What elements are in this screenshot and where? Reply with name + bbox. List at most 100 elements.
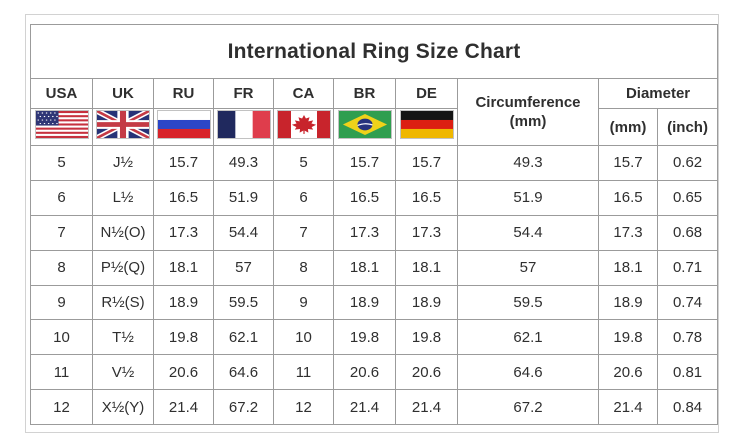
cell-fr: 59.5: [213, 284, 274, 321]
france-flag-icon: [216, 110, 271, 139]
cell-diameter-mm: 19.8: [598, 319, 658, 356]
cell-de: 16.5: [395, 179, 458, 216]
cell-ca: 8: [273, 249, 334, 286]
russia-flag-icon: [156, 110, 211, 139]
cell-fr: 64.6: [213, 354, 274, 391]
usa-flag-icon: [34, 110, 89, 139]
cell-uk: J½: [92, 145, 154, 181]
ca-column-header: CA: [273, 78, 334, 109]
cell-usa: 11: [30, 354, 93, 391]
cell-circumference-mm: 57: [457, 249, 599, 286]
cell-uk: P½(Q): [92, 249, 154, 286]
cell-ca: 10: [273, 319, 334, 356]
table-head: International Ring Size Chart USA UK RU FR C…: [29, 24, 719, 146]
cell-de: 19.8: [395, 319, 458, 356]
cell-diameter-inch: 0.81: [656, 354, 719, 391]
cell-diameter-inch: 0.84: [656, 389, 719, 425]
cell-de: 21.4: [395, 389, 458, 425]
cell-br: 19.8: [333, 319, 396, 356]
cell-diameter-mm: 15.7: [598, 145, 658, 181]
cell-ru: 16.5: [153, 179, 214, 216]
cell-br: 15.7: [333, 145, 396, 181]
brazil-flag-icon: [337, 110, 392, 139]
cell-ru: 17.3: [153, 214, 214, 251]
cell-uk: R½(S): [92, 284, 154, 321]
cell-diameter-inch: 0.68: [656, 214, 719, 251]
ru-column-header: RU: [153, 78, 214, 109]
de-column-header: DE: [395, 78, 458, 109]
uk-flag-icon: [96, 110, 150, 139]
cell-ru: 21.4: [153, 389, 214, 425]
ca-flag-cell: [273, 108, 334, 146]
cell-usa: 10: [30, 319, 93, 356]
cell-diameter-inch: 0.62: [656, 145, 719, 181]
cell-ru: 18.9: [153, 284, 214, 321]
cell-ca: 9: [273, 284, 334, 321]
chart-frame: International Ring Size Chart USA UK RU FR C…: [25, 14, 719, 433]
br-flag-cell: [333, 108, 396, 146]
uk-flag-cell: [92, 108, 154, 146]
cell-de: 20.6: [395, 354, 458, 391]
cell-usa: 7: [30, 214, 93, 251]
usa-column-header: USA: [30, 78, 93, 109]
cell-de: 15.7: [395, 145, 458, 181]
br-column-header: BR: [333, 78, 396, 109]
cell-usa: 12: [30, 389, 93, 425]
cell-fr: 49.3: [213, 145, 274, 181]
country-header-row: USA UK RU FR CA BR DE Circumference (mm) Diame…: [30, 78, 719, 146]
flag-row: (mm) (inch): [30, 108, 719, 146]
cell-circumference-mm: 64.6: [457, 354, 599, 391]
cell-br: 20.6: [333, 354, 396, 391]
title-row: International Ring Size Chart: [29, 24, 719, 79]
uk-column-header: UK: [92, 78, 154, 109]
cell-fr: 54.4: [213, 214, 274, 251]
cell-ru: 20.6: [153, 354, 214, 391]
usa-flag-cell: [30, 108, 93, 146]
cell-ru: 18.1: [153, 249, 214, 286]
cell-diameter-inch: 0.74: [656, 284, 719, 321]
cell-usa: 5: [30, 145, 93, 181]
cell-usa: 8: [30, 249, 93, 286]
cell-br: 18.9: [333, 284, 396, 321]
table-row: 9 R½(S) 18.9 59.5 9 18.9 18.9 59.5 18.9 0.74: [30, 284, 719, 321]
cell-uk: X½(Y): [92, 389, 154, 425]
canada-flag-icon: [276, 110, 331, 139]
cell-ca: 6: [273, 179, 334, 216]
chart-title: International Ring Size Chart: [29, 24, 719, 79]
cell-fr: 67.2: [213, 389, 274, 425]
cell-uk: T½: [92, 319, 154, 356]
cell-circumference-mm: 54.4: [457, 214, 599, 251]
table-row: 11 V½ 20.6 64.6 11 20.6 20.6 64.6 20.6 0.81: [30, 354, 719, 391]
circumference-label: Circumference: [475, 93, 581, 111]
circumference-unit: (mm): [509, 113, 547, 130]
cell-ru: 15.7: [153, 145, 214, 181]
ru-flag-cell: [153, 108, 214, 146]
diameter-inch-header: (inch): [656, 108, 719, 146]
cell-circumference-mm: 62.1: [457, 319, 599, 356]
diameter-mm-header: (mm): [598, 108, 658, 146]
cell-ca: 5: [273, 145, 334, 181]
cell-br: 18.1: [333, 249, 396, 286]
cell-ru: 19.8: [153, 319, 214, 356]
cell-diameter-mm: 18.9: [598, 284, 658, 321]
cell-circumference-mm: 67.2: [457, 389, 599, 425]
cell-diameter-inch: 0.78: [656, 319, 719, 356]
table-row: 7 N½(O) 17.3 54.4 7 17.3 17.3 54.4 17.3 0.68: [30, 214, 719, 251]
cell-br: 17.3: [333, 214, 396, 251]
germany-flag-icon: [399, 110, 454, 139]
cell-br: 21.4: [333, 389, 396, 425]
cell-diameter-mm: 17.3: [598, 214, 658, 251]
cell-br: 16.5: [333, 179, 396, 216]
cell-ca: 11: [273, 354, 334, 391]
cell-diameter-mm: 21.4: [598, 389, 658, 425]
cell-diameter-mm: 18.1: [598, 249, 658, 286]
cell-de: 18.9: [395, 284, 458, 321]
de-flag-cell: [395, 108, 458, 146]
table-row: 5 J½ 15.7 49.3 5 15.7 15.7 49.3 15.7 0.62: [30, 145, 719, 181]
table-row: 12 X½(Y) 21.4 67.2 12 21.4 21.4 67.2 21.4 0.84: [30, 389, 719, 425]
diameter-header: Diameter: [597, 78, 719, 109]
table-row: 8 P½(Q) 18.1 57 8 18.1 18.1 57 18.1 0.71: [30, 249, 719, 286]
circumference-header: Circumference (mm): [457, 78, 599, 146]
table-row: 10 T½ 19.8 62.1 10 19.8 19.8 62.1 19.8 0.78: [30, 319, 719, 356]
